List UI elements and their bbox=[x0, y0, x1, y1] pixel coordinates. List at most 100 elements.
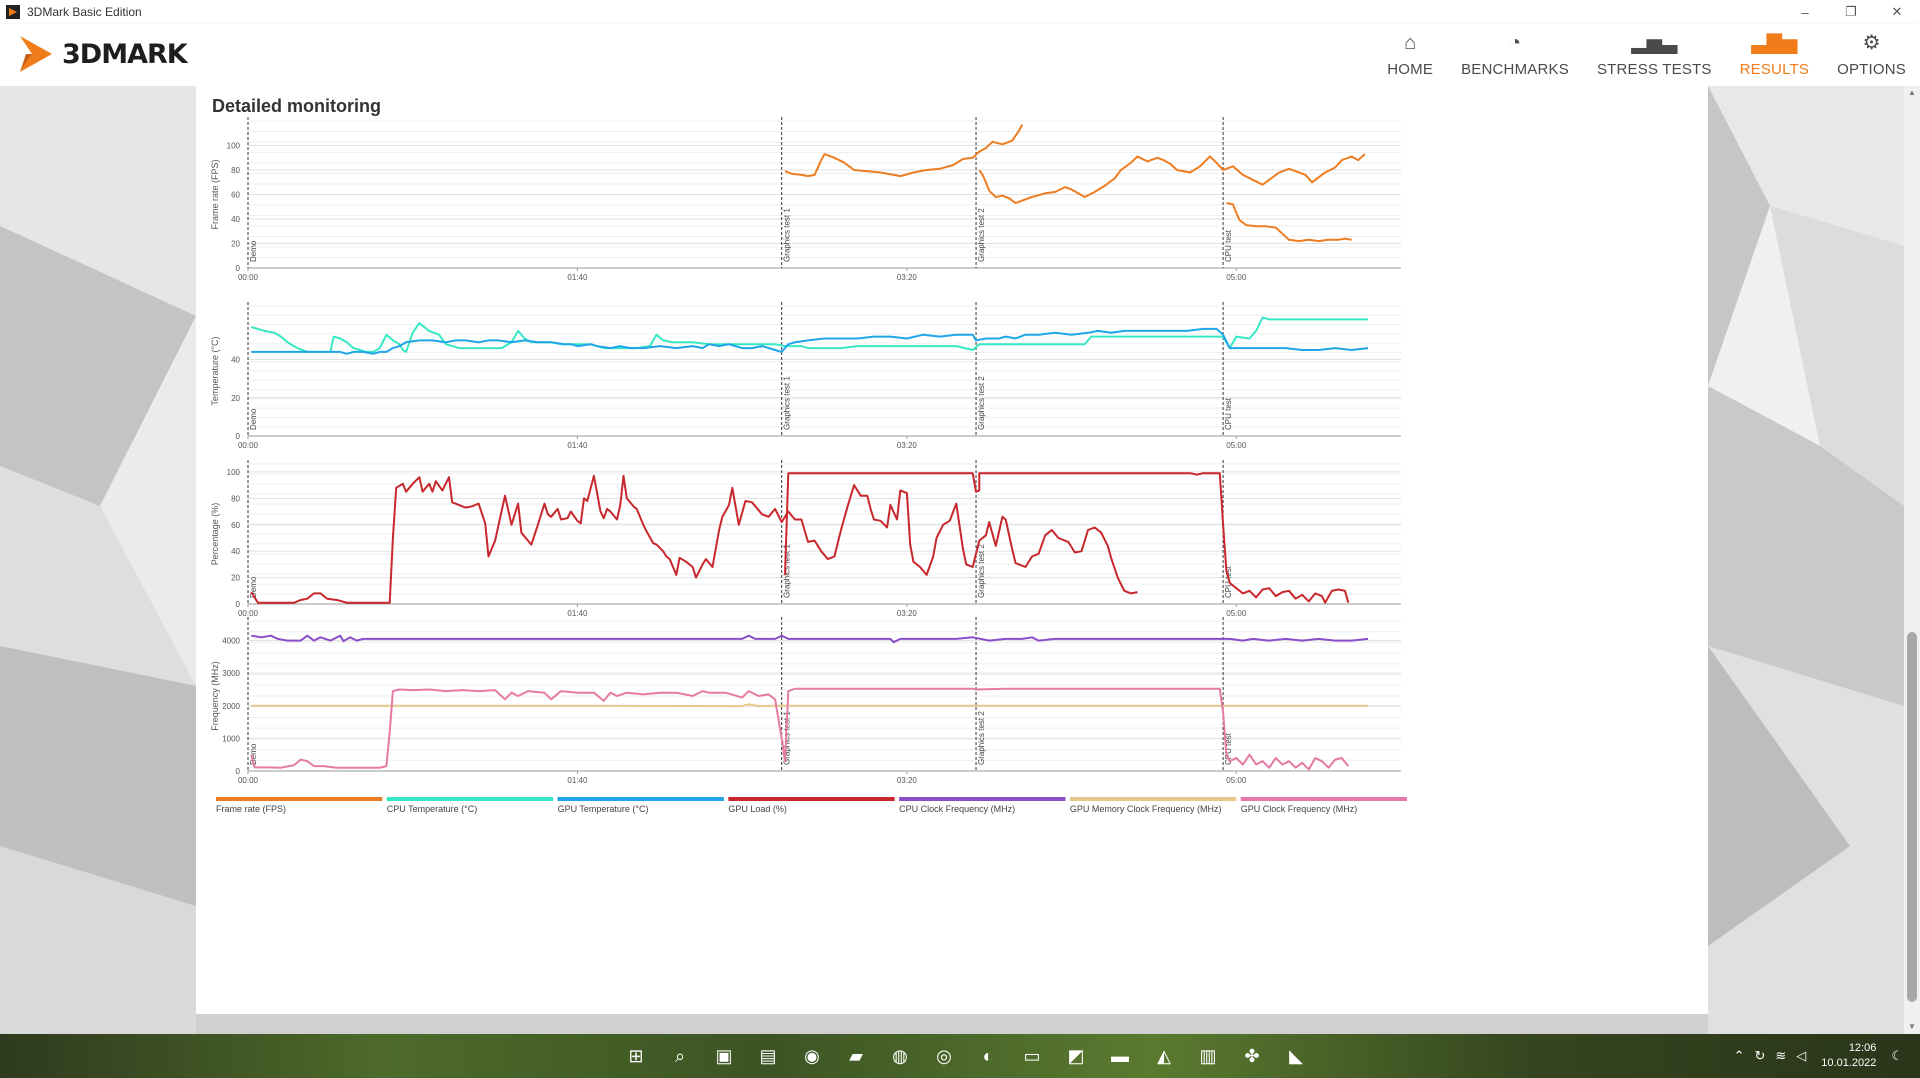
nav-home[interactable]: ⌂ HOME bbox=[1373, 24, 1447, 86]
monitor-icon[interactable]: ▥ bbox=[1199, 1045, 1217, 1066]
discord-icon[interactable]: ◍ bbox=[892, 1045, 908, 1066]
series-line-cpu-clock-frequency-mhz- bbox=[251, 634, 1369, 644]
legend-swatch bbox=[1069, 797, 1237, 801]
gear-icon: ⚙ bbox=[1862, 31, 1881, 54]
network-tool-icon[interactable]: ✤ bbox=[1244, 1045, 1260, 1066]
x-tick-label: 05:00 bbox=[1226, 441, 1247, 450]
scroll-down-icon[interactable]: ▼ bbox=[1908, 1022, 1916, 1031]
section-label: CPU test bbox=[1224, 732, 1233, 765]
x-tick-label: 00:00 bbox=[238, 441, 259, 450]
window-title-bar: 3DMark Basic Edition – ❐ ✕ bbox=[0, 0, 1920, 24]
clock-date: 10.01.2022 bbox=[1821, 1057, 1877, 1069]
section-title: Detailed monitoring bbox=[212, 96, 382, 116]
clock[interactable]: 12:06 10.01.2022 bbox=[1821, 1041, 1876, 1071]
home-icon: ⌂ bbox=[1404, 31, 1417, 54]
section-label: Graphics test 1 bbox=[783, 376, 792, 430]
nav-label: RESULTS bbox=[1739, 60, 1810, 78]
x-tick-label: 03:20 bbox=[897, 273, 918, 282]
wifi-icon[interactable]: ≋ bbox=[1775, 1048, 1787, 1063]
y-tick-label: 2000 bbox=[222, 702, 240, 711]
section-label: Graphics test 2 bbox=[977, 544, 986, 598]
section-label: Graphics test 2 bbox=[977, 711, 986, 765]
file-explorer-icon[interactable]: ▭ bbox=[1023, 1045, 1041, 1066]
3dmark-logo-icon bbox=[20, 36, 52, 72]
x-tick-label: 01:40 bbox=[567, 273, 588, 282]
legend-swatch bbox=[899, 797, 1066, 801]
section-label: CPU test bbox=[1224, 229, 1233, 262]
x-tick-label: 01:40 bbox=[567, 609, 588, 618]
y-axis-label: Percentage (%) bbox=[210, 503, 220, 566]
legend-label: GPU Clock Frequency (MHz) bbox=[1241, 804, 1358, 814]
section-label: Graphics test 1 bbox=[783, 208, 792, 262]
steam-icon[interactable]: ◉ bbox=[804, 1045, 820, 1066]
vertical-scrollbar[interactable]: ▲ ▼ bbox=[1904, 86, 1920, 1034]
bar-chart-icon: ▂▅▃ bbox=[1631, 31, 1678, 54]
legend-swatch bbox=[557, 797, 724, 801]
y-tick-label: 0 bbox=[236, 600, 241, 609]
x-tick-label: 01:40 bbox=[567, 441, 588, 450]
clock-time: 12:06 bbox=[1848, 1042, 1877, 1054]
x-tick-label: 01:40 bbox=[567, 776, 588, 785]
nav-results[interactable]: ▃▇▅ RESULTS bbox=[1726, 24, 1823, 86]
series-line-gpu-clock-frequency-mhz- bbox=[250, 687, 1350, 771]
minimize-button[interactable]: – bbox=[1801, 4, 1809, 20]
main-navigation: ⌂ HOME ◔ BENCHMARKS ▂▅▃ STRESS TESTS ▃▇▅ RESULT… bbox=[1373, 24, 1920, 86]
speedometer-icon: ◔ bbox=[1508, 31, 1522, 54]
series-line-gpu-load- bbox=[250, 472, 1350, 604]
maximize-button[interactable]: ❐ bbox=[1845, 4, 1857, 19]
update-icon[interactable]: ↻ bbox=[1754, 1048, 1766, 1063]
chrome-icon[interactable]: ◐ bbox=[982, 1045, 994, 1066]
y-tick-label: 40 bbox=[231, 547, 240, 556]
x-tick-label: 00:00 bbox=[238, 609, 259, 618]
amd-icon[interactable]: ◩ bbox=[1067, 1045, 1085, 1066]
twitch-icon[interactable]: ▰ bbox=[849, 1045, 863, 1066]
game-icon[interactable]: ◭ bbox=[1157, 1045, 1171, 1066]
y-axis-label: Frame rate (FPS) bbox=[210, 159, 220, 229]
nav-label: STRESS TESTS bbox=[1596, 60, 1712, 78]
y-axis-label: Temperature (°C) bbox=[210, 336, 220, 405]
legend-label: Frame rate (FPS) bbox=[216, 804, 286, 814]
logo-text: 3DMARK bbox=[62, 38, 188, 70]
terminal-icon[interactable]: ▬ bbox=[1111, 1045, 1129, 1066]
nav-benchmarks[interactable]: ◔ BENCHMARKS bbox=[1447, 24, 1583, 86]
app-icon bbox=[6, 5, 20, 19]
start-icon[interactable]: ⊞ bbox=[628, 1045, 644, 1066]
scroll-up-icon[interactable]: ▲ bbox=[1908, 88, 1916, 97]
task-view-icon[interactable]: ▣ bbox=[715, 1045, 733, 1066]
legend-label: CPU Clock Frequency (MHz) bbox=[899, 804, 1015, 814]
search-icon[interactable]: ⌕ bbox=[674, 1045, 686, 1066]
y-tick-label: 60 bbox=[231, 191, 240, 200]
section-label: Graphics test 2 bbox=[977, 376, 986, 430]
section-label: Demo bbox=[249, 743, 258, 765]
x-tick-label: 03:20 bbox=[897, 441, 918, 450]
series-line-gpu-temperature-c- bbox=[251, 327, 1369, 355]
detailed-monitoring-card: Detailed monitoring 0 20 40 60 80 100 Frame ra… bbox=[196, 86, 1708, 1014]
x-tick-label: 05:00 bbox=[1226, 609, 1247, 618]
spotify-icon[interactable]: ◎ bbox=[936, 1045, 952, 1066]
y-tick-label: 0 bbox=[236, 432, 241, 441]
3dmark-logo[interactable]: 3DMARK bbox=[18, 32, 188, 74]
results-icon: ▃▇▅ bbox=[1751, 31, 1798, 54]
moon-icon[interactable]: ☾ bbox=[1891, 1048, 1903, 1063]
y-tick-label: 3000 bbox=[222, 669, 240, 678]
3dmark-icon[interactable]: ◣ bbox=[1289, 1045, 1303, 1066]
y-tick-label: 4000 bbox=[222, 637, 240, 646]
y-tick-label: 80 bbox=[231, 494, 240, 503]
y-tick-label: 20 bbox=[231, 240, 240, 249]
y-tick-label: 100 bbox=[227, 468, 241, 477]
nav-label: BENCHMARKS bbox=[1461, 60, 1569, 78]
legend-swatch bbox=[728, 797, 895, 801]
section-label: Graphics test 2 bbox=[977, 208, 986, 262]
chevron-up-icon[interactable]: ⌃ bbox=[1733, 1048, 1745, 1063]
legend-swatch bbox=[1240, 797, 1407, 801]
nav-label: OPTIONS bbox=[1837, 60, 1906, 78]
scrollbar-thumb[interactable] bbox=[1907, 632, 1917, 1002]
volume-icon[interactable]: ◁ bbox=[1796, 1048, 1807, 1063]
section-label: Demo bbox=[249, 240, 258, 262]
close-button[interactable]: ✕ bbox=[1891, 4, 1903, 19]
widgets-icon[interactable]: ▤ bbox=[759, 1045, 777, 1066]
nav-stress-tests[interactable]: ▂▅▃ STRESS TESTS bbox=[1583, 24, 1726, 86]
nav-options[interactable]: ⚙ OPTIONS bbox=[1823, 24, 1920, 86]
app-header: 3DMARK ⌂ HOME ◔ BENCHMARKS ▂▅▃ STRESS TESTS ▃▇… bbox=[0, 24, 1920, 86]
